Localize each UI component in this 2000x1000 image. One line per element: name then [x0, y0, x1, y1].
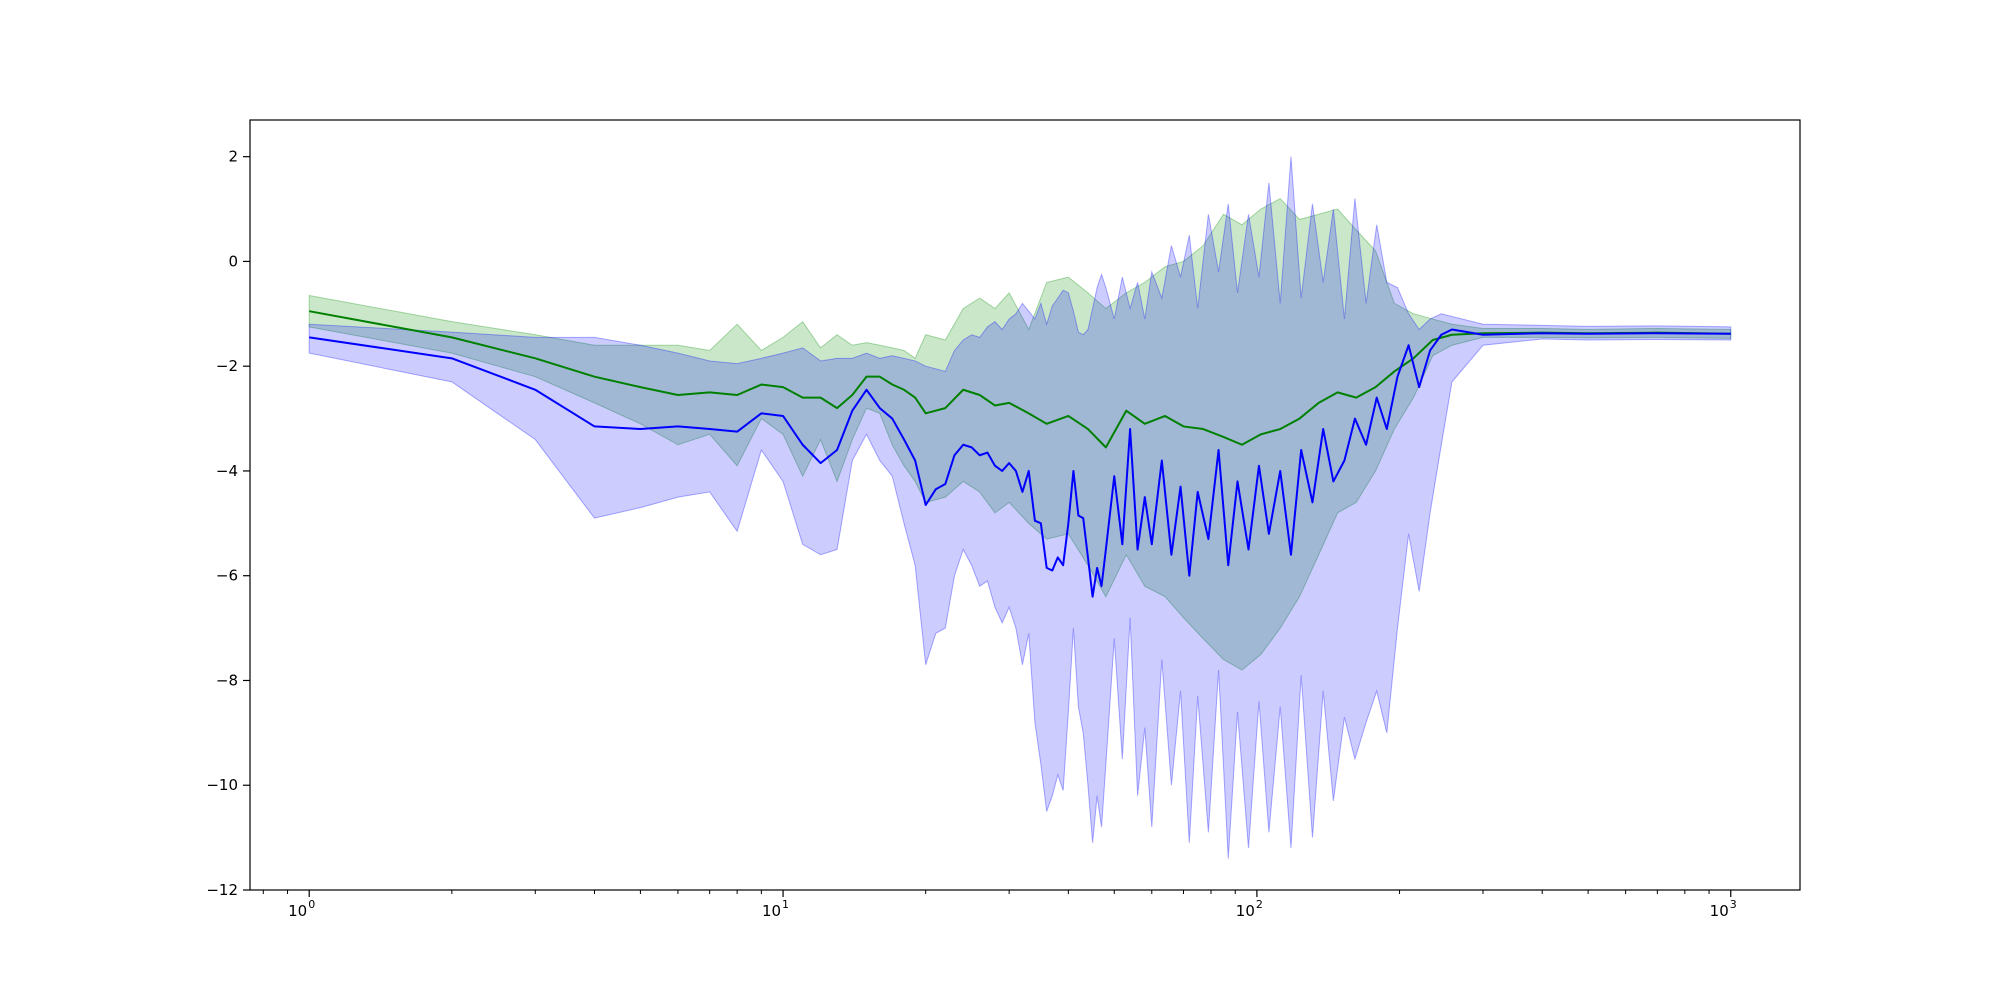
series-line-2 [309, 328, 1731, 598]
y-tick-label: −2 [216, 357, 238, 375]
x-tick-exponent: 2 [1256, 898, 1263, 911]
series-lines [309, 310, 1731, 598]
x-tick-exponent: 0 [308, 898, 315, 911]
y-tick-label: −12 [206, 881, 238, 899]
y-tick-label: 2 [228, 148, 238, 166]
confidence-bands [308, 156, 1732, 859]
x-tick-label: 10 [1710, 902, 1729, 920]
plot-area-frame [249, 119, 1801, 891]
x-tick-exponent: 1 [782, 898, 789, 911]
y-tick-label: −8 [216, 671, 238, 689]
y-axis-ticks: 2 0 −2 −4 −6 −8 −10 −12 [206, 148, 250, 899]
y-tick-label: −10 [206, 776, 238, 794]
confidence-band-1 [308, 197, 1732, 671]
x-tick-label: 10 [1236, 902, 1255, 920]
x-tick-label: 10 [762, 902, 781, 920]
confidence-band-2 [308, 156, 1732, 859]
x-tick-exponent: 3 [1730, 898, 1737, 911]
x-axis-ticks: 10 0 10 1 10 2 10 3 [262, 890, 1737, 920]
x-tick-label: 10 [288, 902, 307, 920]
series-line-1 [309, 310, 1731, 449]
y-tick-label: −6 [216, 567, 238, 585]
y-tick-label: 0 [228, 252, 238, 270]
y-tick-label: −4 [216, 462, 238, 480]
